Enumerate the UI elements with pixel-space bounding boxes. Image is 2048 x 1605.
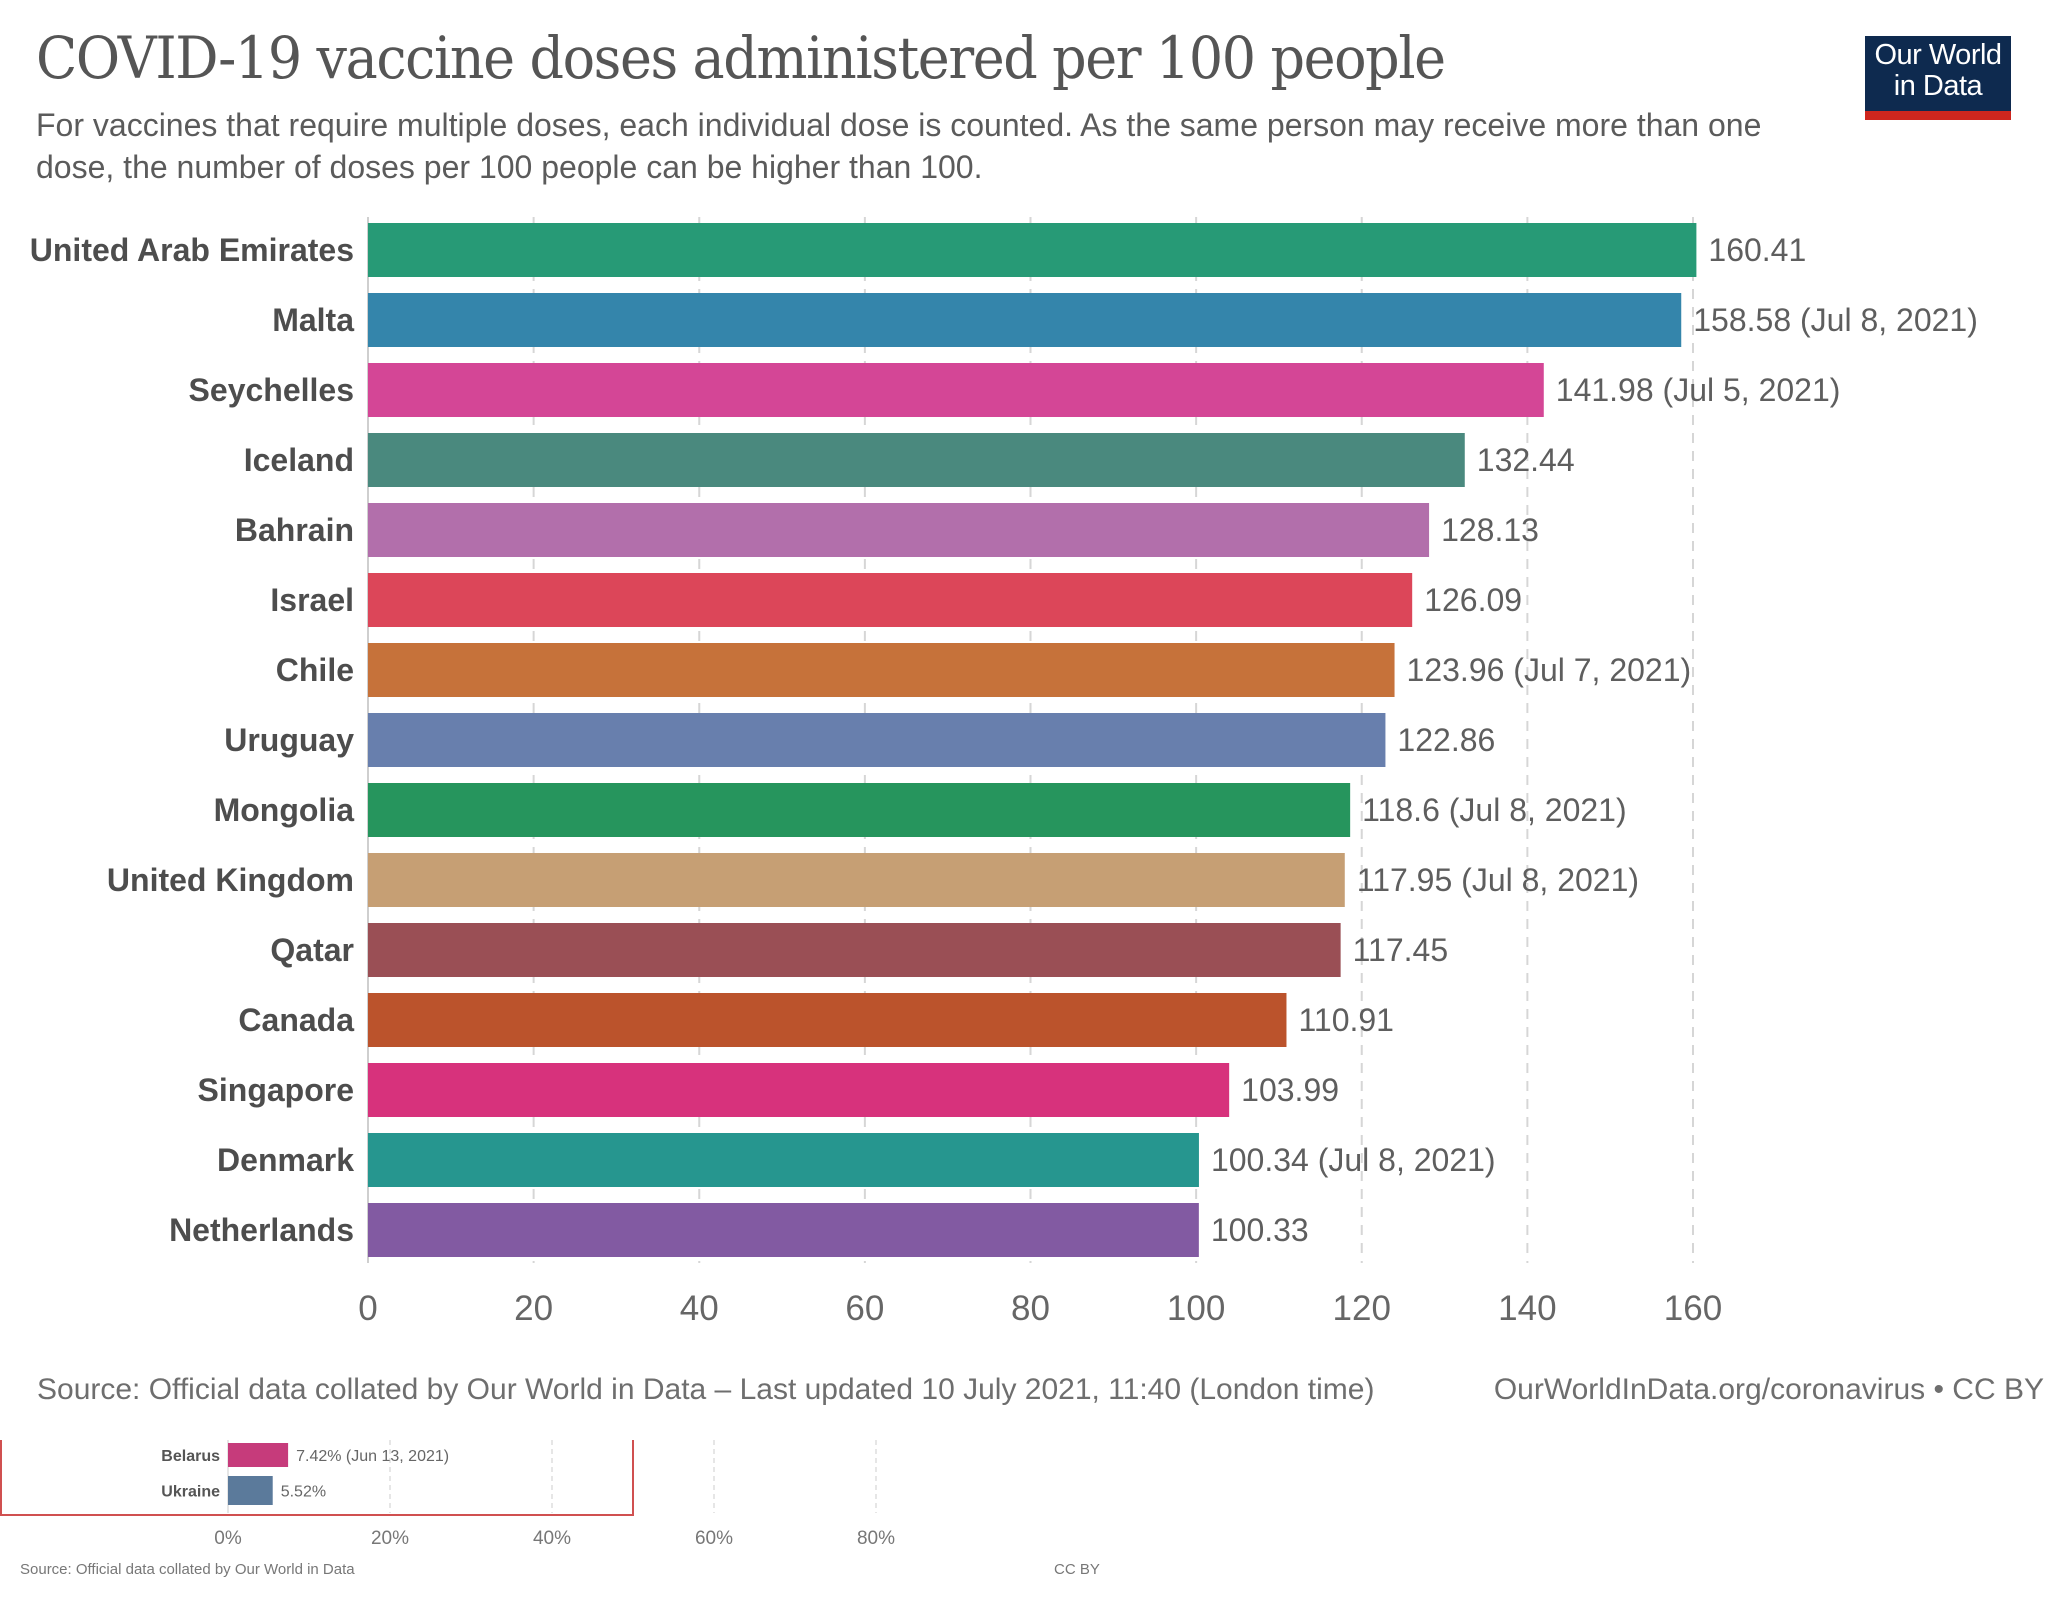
value-label: 158.58 (Jul 8, 2021) [1693,302,1978,338]
x-tick-label: 0 [358,1289,377,1328]
source-note: Source: Official data collated by Our Wo… [37,1373,1375,1406]
fragment-x-tick-label: 80% [857,1528,895,1549]
fragment-x-tick-label: 0% [214,1528,242,1549]
fragment-x-tick-label: 40% [533,1528,571,1549]
bar[interactable] [368,713,1386,767]
bar[interactable] [368,293,1682,347]
x-tick-label: 40 [680,1289,719,1328]
bar[interactable] [368,1063,1230,1117]
category-label: Uruguay [224,722,354,758]
value-label: 103.99 [1241,1072,1339,1108]
fragment-x-tick-label: 20% [371,1528,409,1549]
cropped-chart-fragment: 0% 20% 40% 60% 80% Belarus 7.42% (Jun 13, 2021… [0,1440,895,1549]
category-label: Seychelles [189,372,354,408]
value-label: 110.91 [1298,1002,1394,1038]
category-labels: United Arab Emirates Malta Seychelles Icela… [30,232,354,1248]
bar[interactable] [368,363,1544,417]
value-label: 100.33 [1211,1212,1309,1248]
bar[interactable] [368,993,1287,1047]
owid-logo[interactable]: Our World in Data [1865,36,2011,120]
category-label: Singapore [198,1072,354,1108]
bar[interactable] [368,1203,1199,1257]
bar[interactable] [368,783,1351,837]
logo-text: Our World in Data [1865,40,2011,102]
value-label: 132.44 [1477,442,1575,478]
category-label: United Arab Emirates [30,232,354,268]
logo-accent-bar [1865,111,2011,120]
fragment-category-label: Ukraine [161,1484,220,1501]
chart-subtitle: For vaccines that require multiple doses… [36,107,1762,185]
value-label: 122.86 [1397,722,1495,758]
category-label: Denmark [217,1142,354,1178]
value-labels: 160.41 158.58 (Jul 8, 2021) 141.98 (Jul 5,… [1211,232,1978,1248]
chart-title: COVID-19 vaccine doses administered per … [36,24,1446,92]
fragment-category-label: Belarus [161,1448,220,1465]
value-label: 100.34 (Jul 8, 2021) [1211,1142,1496,1178]
category-label: Iceland [244,442,354,478]
source-link[interactable]: OurWorldInData.org/coronavirus • CC BY [1493,1373,2044,1406]
category-label: Bahrain [235,512,354,548]
category-label: Qatar [270,932,354,968]
x-tick-label: 60 [845,1289,884,1328]
fragment-value-label: 7.42% (Jun 13, 2021) [296,1448,449,1465]
bar[interactable] [368,1133,1199,1187]
category-label: United Kingdom [107,862,354,898]
x-tick-label: 100 [1167,1289,1225,1328]
bar-chart: United Arab Emirates Malta Seychelles Icela… [30,217,1978,1328]
category-label: Canada [238,1002,354,1038]
bar[interactable] [368,853,1345,907]
category-label: Mongolia [214,792,355,828]
fragment-bar [228,1443,289,1467]
category-label: Netherlands [169,1212,354,1248]
category-label: Israel [270,582,354,618]
value-label: 141.98 (Jul 5, 2021) [1556,372,1841,408]
x-tick-label: 160 [1664,1289,1722,1328]
logo-line-2: in Data [1893,70,1983,102]
bar[interactable] [368,223,1697,277]
logo-line-1: Our World [1874,39,2002,71]
fragment-x-tick-label: 60% [695,1528,733,1549]
fragment-bar [228,1476,273,1505]
fragment-value-label: 5.52% [281,1484,326,1501]
bar[interactable] [368,923,1341,977]
value-label: 160.41 [1708,232,1806,268]
bar[interactable] [368,643,1395,697]
x-tick-label: 80 [1011,1289,1050,1328]
bar[interactable] [368,503,1430,557]
category-label: Chile [276,652,354,688]
x-tick-label: 20 [514,1289,553,1328]
x-tick-label: 140 [1498,1289,1556,1328]
value-label: 118.6 (Jul 8, 2021) [1362,792,1626,828]
value-label: 117.95 (Jul 8, 2021) [1357,862,1639,898]
value-label: 123.96 (Jul 7, 2021) [1407,652,1692,688]
value-label: 128.13 [1441,512,1539,548]
fragment-source-note: Source: Official data collated by Our Wo… [20,1561,355,1578]
bar[interactable] [368,433,1465,487]
value-label: 117.45 [1353,932,1449,968]
value-label: 126.09 [1424,582,1522,618]
x-axis-ticks: 0 20 40 60 80 100 120 140 160 [358,1289,1722,1328]
bars [368,223,1697,1257]
bar[interactable] [368,573,1413,627]
fragment-highlight-border [0,1440,634,1516]
x-tick-label: 120 [1333,1289,1391,1328]
category-label: Malta [272,302,354,338]
fragment-license: CC BY [1054,1561,1100,1578]
